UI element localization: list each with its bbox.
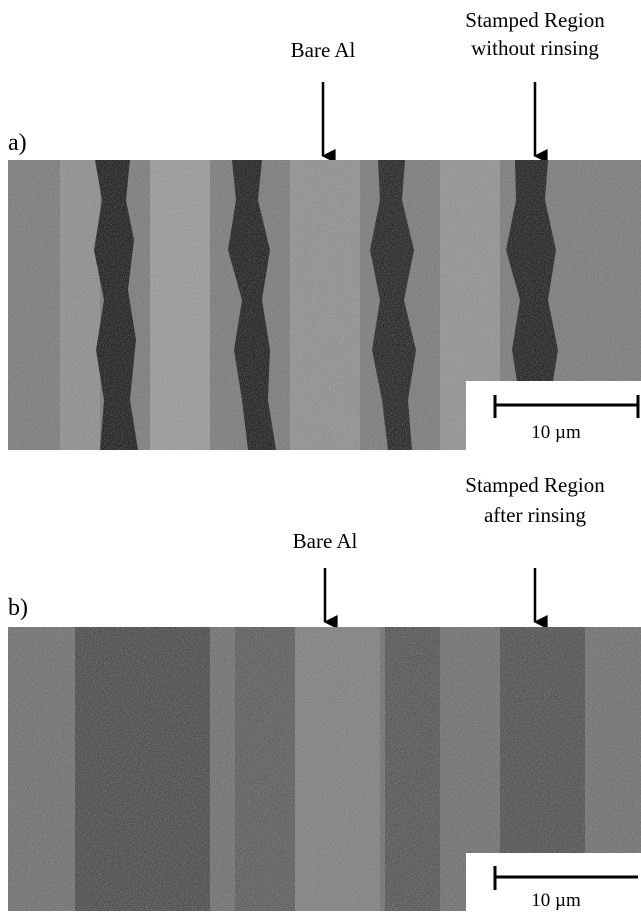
annotation: Bare Al <box>293 529 358 553</box>
panel-label: a) <box>8 130 27 156</box>
scale-bar-label: 10 µm <box>531 890 581 911</box>
panel-label: b) <box>8 595 28 621</box>
annotation: Bare Al <box>291 38 356 62</box>
annotation: without rinsing <box>471 36 599 60</box>
annotation: Stamped Region <box>465 8 605 32</box>
annotation: after rinsing <box>484 503 587 527</box>
micrograph <box>8 160 641 450</box>
micrograph <box>8 627 641 911</box>
scale-bar-label: 10 µm <box>531 422 581 443</box>
annotation: Stamped Region <box>465 473 605 497</box>
